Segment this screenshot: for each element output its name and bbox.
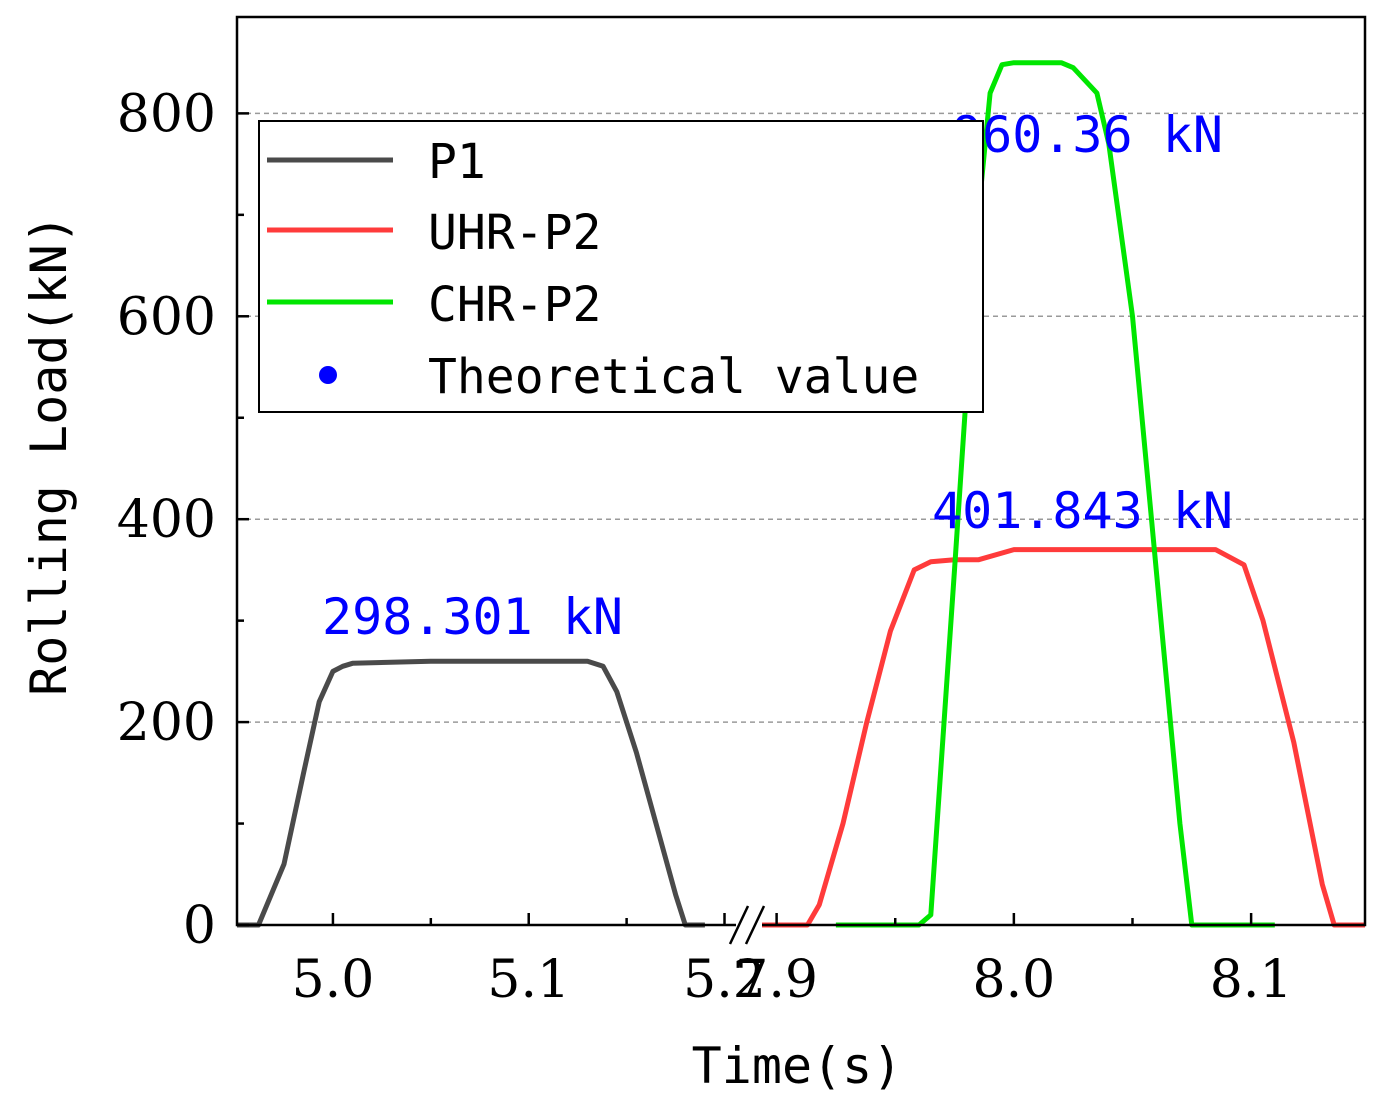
legend-label-theoretical: Theoretical value xyxy=(428,349,919,405)
x-tick-label: 8.1 xyxy=(1210,950,1293,1010)
x-tick-label: 8.0 xyxy=(973,950,1056,1010)
grid-lines xyxy=(237,112,1365,723)
y-tick-label: 200 xyxy=(117,693,216,753)
y-tick-label: 0 xyxy=(183,896,216,956)
series-line-uhr-p2 xyxy=(760,547,1365,928)
axis-break-marker xyxy=(728,905,766,945)
annotation-chr-theoretical: 960.36 kN xyxy=(952,106,1223,164)
annotation-uhr-theoretical: 401.843 kN xyxy=(932,482,1233,540)
x-tick-label: 5.2 xyxy=(683,950,766,1010)
legend-swatch-theoretical xyxy=(319,366,337,384)
legend-label-p1: P1 xyxy=(428,134,486,190)
axis-ticks xyxy=(237,112,1253,927)
annotation-p1-theoretical: 298.301 kN xyxy=(322,588,623,646)
x-tick-label: 7.9 xyxy=(735,950,818,1010)
y-tick-label: 600 xyxy=(117,287,216,347)
y-tick-label: 400 xyxy=(117,490,216,550)
y-tick-label: 800 xyxy=(117,84,216,144)
series-line-chr-p2 xyxy=(835,60,1275,928)
legend-box xyxy=(258,120,984,413)
legend-label-uhr-p2: UHR-P2 xyxy=(428,205,601,261)
x-tick-label: 5.1 xyxy=(487,950,570,1010)
y-axis-title: Rolling Load(kN) xyxy=(20,214,78,696)
series-layer xyxy=(237,60,1365,928)
x-tick-label: 5.0 xyxy=(292,950,375,1010)
plot-frame xyxy=(235,15,1367,927)
legend: P1 UHR-P2 CHR-P2 Theoretical value xyxy=(258,120,984,413)
x-axis-title: Time(s) xyxy=(692,1037,903,1095)
series-line-p1 xyxy=(237,658,705,928)
legend-label-chr-p2: CHR-P2 xyxy=(428,277,601,333)
